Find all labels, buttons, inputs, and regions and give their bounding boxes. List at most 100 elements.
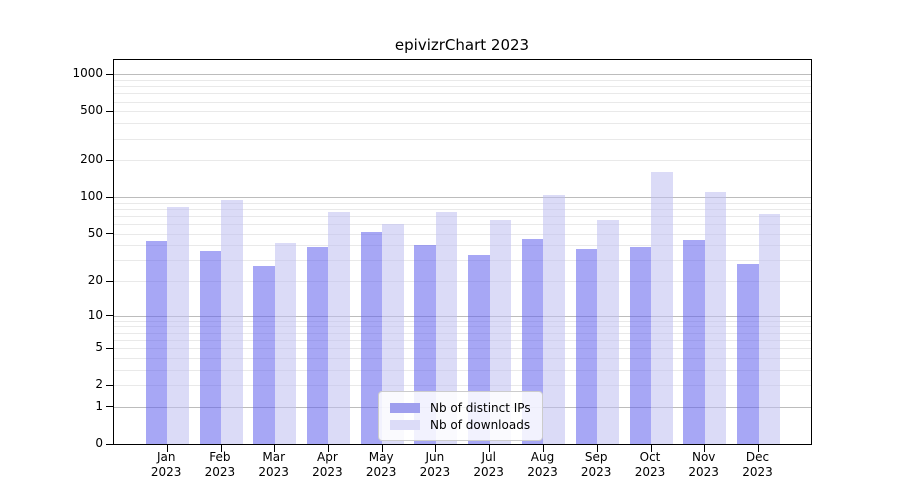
y-tick-label: 1 <box>95 398 103 413</box>
minor-gridline <box>114 320 811 322</box>
x-tick-year: 2023 <box>527 465 558 479</box>
legend-entry-distinct-ips: Nb of distinct IPs <box>390 399 531 416</box>
minor-gridline <box>114 138 811 140</box>
x-tick-label: Jun 2023 <box>405 450 465 480</box>
minor-gridline <box>114 245 811 247</box>
bar-downloads <box>651 172 673 444</box>
y-tick <box>106 347 113 349</box>
minor-gridline <box>114 385 811 387</box>
minor-gridline <box>114 260 811 262</box>
y-tick <box>106 280 113 282</box>
minor-gridline <box>114 93 811 95</box>
bar-downloads <box>221 199 243 444</box>
y-tick-label: 500 <box>80 103 103 118</box>
y-tick-label: 1000 <box>72 66 103 81</box>
bar-downloads <box>758 214 780 444</box>
bar-downloads <box>274 242 297 444</box>
x-tick-year: 2023 <box>742 465 773 479</box>
y-tick <box>106 233 113 234</box>
x-tick <box>435 444 437 452</box>
x-tick <box>650 444 652 452</box>
minor-gridline <box>114 208 811 210</box>
x-tick <box>489 444 491 452</box>
x-tick-year: 2023 <box>419 465 451 479</box>
y-tick <box>106 384 113 386</box>
minor-gridline <box>114 79 811 81</box>
y-tick-label: 20 <box>87 273 103 287</box>
x-tick-year: 2023 <box>258 465 289 479</box>
x-tick-month: Oct <box>639 450 661 464</box>
y-tick-label: 2 <box>95 377 103 392</box>
x-tick <box>327 444 329 452</box>
x-tick-month: Jul <box>481 450 496 464</box>
minor-gridline <box>114 101 811 103</box>
x-tick-label: Sep 2023 <box>566 450 626 480</box>
bar-distinct-ips <box>737 263 759 444</box>
bar-downloads <box>382 224 404 444</box>
x-tick-label: Aug 2023 <box>513 450 573 480</box>
bar-distinct-ips <box>360 231 383 444</box>
bar-distinct-ips <box>253 265 275 444</box>
major-gridline <box>114 315 811 317</box>
bar-distinct-ips <box>306 246 329 444</box>
x-tick-month: Apr <box>317 450 338 464</box>
bar-distinct-ips <box>683 240 705 444</box>
x-tick-month: Aug <box>530 450 555 464</box>
x-tick <box>704 444 706 452</box>
legend-swatch-downloads <box>390 419 420 430</box>
x-tick <box>596 444 598 452</box>
x-tick-month: May <box>368 450 394 464</box>
minor-gridline <box>114 215 811 217</box>
minor-gridline <box>114 332 811 334</box>
x-tick-year: 2023 <box>204 465 236 479</box>
legend-entry-downloads: Nb of downloads <box>390 416 531 433</box>
x-tick-year: 2023 <box>580 465 612 479</box>
x-tick-label: Nov 2023 <box>674 450 734 480</box>
y-tick-label: 200 <box>80 152 103 167</box>
y-tick <box>106 443 113 445</box>
x-tick-year: 2023 <box>365 465 397 479</box>
x-tick-label: Jan 2023 <box>136 450 196 480</box>
x-tick-month: Jan <box>156 450 176 464</box>
bar-downloads <box>597 219 619 444</box>
x-tick-year: 2023 <box>688 465 719 479</box>
x-tick <box>274 444 276 452</box>
minor-gridline <box>114 281 811 282</box>
x-tick-label: May 2023 <box>351 450 411 480</box>
y-tick <box>106 196 113 198</box>
plot-area <box>106 59 812 452</box>
y-tick-label: 100 <box>80 189 103 203</box>
minor-gridline <box>114 233 811 235</box>
minor-gridline <box>114 160 811 162</box>
y-tick <box>106 159 113 161</box>
x-tick-year: 2023 <box>312 465 343 479</box>
chart-title: epivizrChart 2023 <box>394 36 530 54</box>
minor-gridline <box>114 123 811 125</box>
y-tick-label: 5 <box>95 340 103 355</box>
minor-gridline <box>114 202 811 204</box>
bar-distinct-ips <box>629 246 651 444</box>
legend-label-distinct-ips: Nb of distinct IPs <box>430 400 531 415</box>
bar-downloads <box>704 191 727 444</box>
x-tick-month: Feb <box>209 450 231 464</box>
x-tick-month: Dec <box>745 450 770 464</box>
y-tick <box>106 406 113 408</box>
x-tick <box>166 444 168 452</box>
bar-downloads <box>489 219 512 444</box>
y-tick <box>106 73 113 75</box>
bar-distinct-ips <box>145 241 168 444</box>
legend-label-downloads: Nb of downloads <box>430 417 531 432</box>
x-tick-label: Feb 2023 <box>190 450 250 480</box>
x-tick-label: Mar 2023 <box>244 450 304 480</box>
legend: Nb of distinct IPs Nb of downloads <box>378 391 543 441</box>
y-tick-label: 0 <box>95 436 103 450</box>
y-tick-label: 50 <box>87 225 103 240</box>
x-tick-label: Dec 2023 <box>728 450 788 480</box>
x-tick-label: Apr 2023 <box>297 450 357 480</box>
x-tick <box>381 444 383 452</box>
minor-gridline <box>114 326 811 328</box>
minor-gridline <box>114 357 811 359</box>
major-gridline <box>114 74 811 76</box>
minor-gridline <box>114 369 811 371</box>
